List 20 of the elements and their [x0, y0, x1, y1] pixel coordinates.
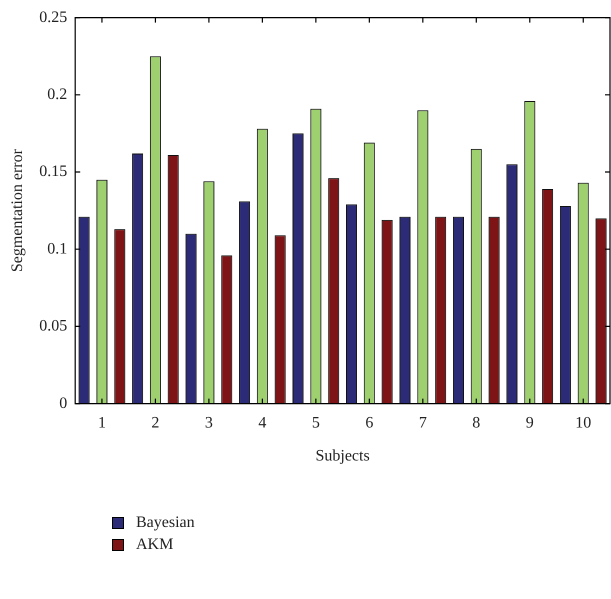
x-tick-label: 7 — [418, 414, 427, 432]
y-tick-label: 0.2 — [47, 86, 68, 104]
x-tick-label: 10 — [575, 414, 592, 432]
y-tick-label: 0.1 — [47, 240, 68, 258]
y-tick-label: 0.15 — [39, 163, 68, 180]
y-tick-label: 0.25 — [39, 8, 68, 26]
x-tick-label: 5 — [312, 414, 320, 432]
y-tick-label: 0 — [59, 394, 68, 412]
legend-label: Bayesian — [136, 513, 195, 533]
x-tick-label: 2 — [151, 414, 160, 432]
x-tick-label: 6 — [365, 414, 374, 432]
y-tick-label: 0.05 — [39, 318, 68, 335]
legend-label: AKM — [136, 535, 174, 555]
x-tick-label: 4 — [258, 414, 266, 432]
x-axis-title: Subjects — [315, 448, 370, 465]
y-axis-title: Segmentation error — [8, 148, 26, 272]
x-tick-label: 1 — [98, 414, 106, 432]
x-tick-label: 3 — [204, 414, 213, 432]
x-tick-label: 9 — [526, 414, 534, 432]
x-tick-label: 8 — [472, 414, 480, 432]
